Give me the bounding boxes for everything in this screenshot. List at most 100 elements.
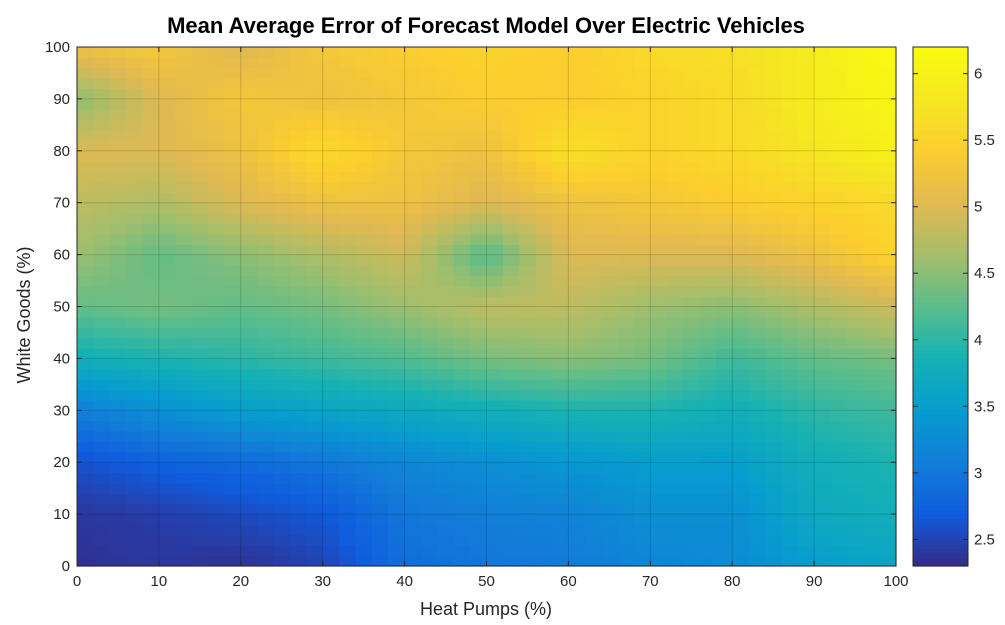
heatmap-cell <box>404 67 422 79</box>
heatmap-cell <box>699 223 717 235</box>
heatmap-cell <box>437 192 455 204</box>
heatmap-cell <box>879 472 897 484</box>
heatmap-cell <box>404 545 422 557</box>
heatmap-cell <box>732 451 750 463</box>
heatmap-cell <box>339 192 357 204</box>
heatmap-cell <box>502 316 520 328</box>
heatmap-cell <box>699 441 717 453</box>
heatmap-cell <box>715 327 733 339</box>
heatmap-cell <box>175 47 193 58</box>
heatmap-cell <box>699 327 717 339</box>
heatmap-cell <box>355 192 373 204</box>
heatmap-cell <box>748 233 766 245</box>
heatmap-cell <box>109 119 127 131</box>
heatmap-cell <box>453 327 471 339</box>
heatmap-cell <box>371 57 389 69</box>
heatmap-cell <box>814 275 832 287</box>
heatmap-cell <box>175 306 193 318</box>
heatmap-cell <box>93 431 111 443</box>
heatmap-cell <box>683 524 701 536</box>
heatmap-cell <box>339 296 357 308</box>
heatmap-cell <box>863 150 881 162</box>
heatmap-cell <box>732 431 750 443</box>
heatmap-cell <box>388 57 406 69</box>
heatmap-cell <box>175 88 193 100</box>
heatmap-cell <box>273 306 291 318</box>
heatmap-cell <box>879 358 897 370</box>
heatmap-cell <box>502 545 520 557</box>
heatmap-cell <box>617 451 635 463</box>
heatmap-cell <box>519 431 537 443</box>
heatmap-cell <box>617 78 635 90</box>
heatmap-cell <box>191 514 209 526</box>
heatmap-cell <box>404 254 422 266</box>
heatmap-cell <box>339 327 357 339</box>
heatmap-cell <box>650 171 668 183</box>
heatmap-cell <box>404 171 422 183</box>
heatmap-cell <box>289 275 307 287</box>
heatmap-cell <box>126 534 144 546</box>
heatmap-cell <box>601 130 619 142</box>
heatmap-cell <box>732 514 750 526</box>
heatmap-cell <box>764 410 782 422</box>
heatmap-cell <box>191 493 209 505</box>
heatmap-cell <box>502 244 520 256</box>
heatmap-cell <box>388 524 406 536</box>
heatmap-cell <box>420 202 438 214</box>
heatmap-cell <box>257 119 275 131</box>
heatmap-cell <box>650 462 668 474</box>
heatmap-cell <box>437 545 455 557</box>
heatmap-cell <box>142 348 160 359</box>
heatmap-cell <box>781 161 799 173</box>
heatmap-cell <box>650 181 668 193</box>
heatmap-cell <box>470 431 488 443</box>
colorbar-segment <box>913 159 968 165</box>
heatmap-cell <box>633 244 651 256</box>
heatmap-cell <box>404 47 422 58</box>
heatmap-cell <box>289 244 307 256</box>
heatmap-cell <box>633 109 651 121</box>
heatmap-cell <box>289 379 307 391</box>
heatmap-cell <box>650 130 668 142</box>
heatmap-cell <box>77 130 94 142</box>
heatmap-cell <box>552 441 569 453</box>
heatmap-cell <box>470 296 488 308</box>
heatmap-cell <box>781 545 799 557</box>
heatmap-cell <box>437 88 455 100</box>
heatmap-cell <box>322 503 340 515</box>
heatmap-cell <box>568 233 586 245</box>
heatmap-cell <box>814 327 832 339</box>
heatmap-cell <box>289 202 307 214</box>
heatmap-cell <box>748 514 766 526</box>
heatmap-cell <box>568 213 586 225</box>
heatmap-cell <box>371 451 389 463</box>
heatmap-cell <box>715 482 733 494</box>
heatmap-cell <box>289 47 307 58</box>
heatmap-cell <box>339 462 357 474</box>
heatmap-cell <box>879 181 897 193</box>
heatmap-cell <box>77 451 94 463</box>
heatmap-cell <box>568 306 586 318</box>
heatmap-cell <box>142 67 160 79</box>
heatmap-cell <box>830 88 848 100</box>
heatmap-cell <box>764 337 782 349</box>
heatmap-cell <box>879 264 897 276</box>
heatmap-cell <box>175 358 193 370</box>
heatmap-cell <box>617 264 635 276</box>
heatmap-cell <box>208 192 226 204</box>
heatmap-cell <box>77 316 94 328</box>
heatmap-cell <box>257 410 275 422</box>
heatmap-cell <box>224 348 242 359</box>
heatmap-cell <box>879 348 897 359</box>
colorbar-segment <box>913 289 968 295</box>
heatmap-cell <box>584 109 602 121</box>
heatmap-cell <box>519 368 537 380</box>
colorbar-segment <box>913 163 968 169</box>
heatmap-cell <box>93 233 111 245</box>
heatmap-cell <box>519 420 537 432</box>
heatmap-cell <box>93 47 111 58</box>
heatmap-cell <box>437 410 455 422</box>
heatmap-cell <box>437 358 455 370</box>
heatmap-cell <box>650 285 668 297</box>
heatmap-cell <box>404 192 422 204</box>
